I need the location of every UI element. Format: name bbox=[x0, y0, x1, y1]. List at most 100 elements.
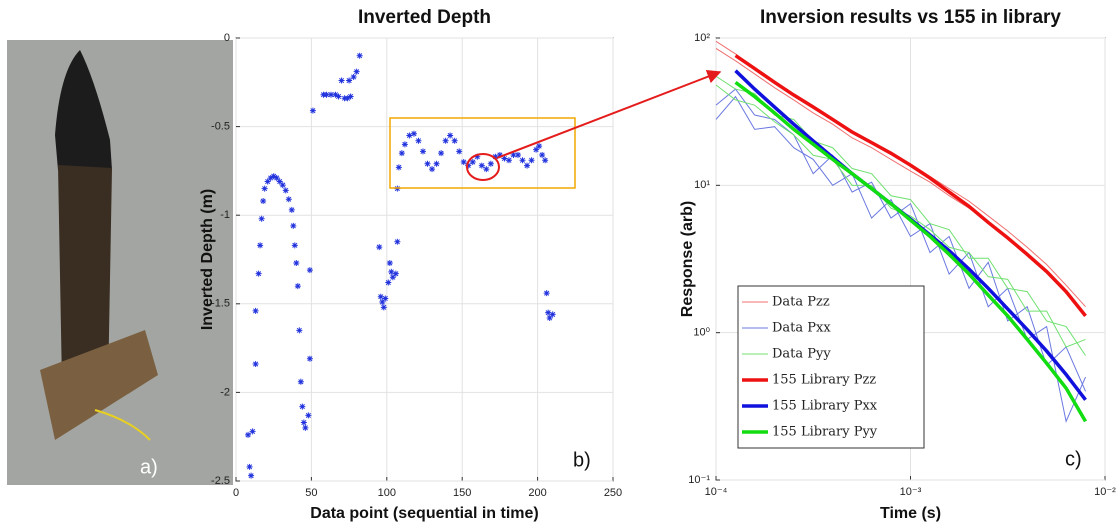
y-tick-label: 10¹ bbox=[694, 179, 710, 191]
point bbox=[293, 260, 300, 267]
point bbox=[474, 153, 481, 160]
point bbox=[386, 260, 393, 267]
point bbox=[429, 166, 436, 173]
x-axis-label: Data point (sequential in time) bbox=[310, 505, 538, 522]
point bbox=[415, 137, 422, 144]
series-line bbox=[715, 95, 1086, 424]
point bbox=[389, 274, 396, 281]
point bbox=[478, 162, 485, 169]
point bbox=[356, 52, 363, 59]
point bbox=[255, 270, 262, 277]
point bbox=[392, 270, 399, 277]
point bbox=[338, 77, 345, 84]
point bbox=[344, 95, 351, 102]
point bbox=[248, 472, 255, 479]
point bbox=[388, 268, 395, 275]
point bbox=[546, 314, 553, 321]
legend-label: 155 Library Pxx bbox=[772, 399, 878, 414]
point bbox=[297, 378, 304, 385]
point bbox=[543, 290, 550, 297]
point bbox=[245, 431, 252, 438]
point bbox=[419, 148, 426, 155]
point bbox=[290, 222, 297, 229]
point bbox=[282, 187, 289, 194]
point bbox=[306, 355, 313, 362]
y-tick-label: -1.5 bbox=[211, 298, 230, 310]
x-tick-label: 10⁻⁴ bbox=[705, 486, 728, 498]
point bbox=[442, 137, 449, 144]
point bbox=[249, 428, 256, 435]
y-tick-label: 10² bbox=[694, 32, 710, 44]
point bbox=[545, 309, 552, 316]
y-tick-label: -2 bbox=[220, 386, 230, 398]
point bbox=[398, 150, 405, 157]
legend-box bbox=[737, 285, 925, 449]
point bbox=[291, 242, 298, 249]
point bbox=[395, 164, 402, 171]
point bbox=[299, 403, 306, 410]
y-tick-label: -2.5 bbox=[211, 475, 230, 487]
point bbox=[380, 304, 387, 311]
x-tick-label: 250 bbox=[604, 487, 622, 499]
point bbox=[353, 68, 360, 75]
series-line bbox=[734, 80, 1088, 423]
chart-title: Inversion results vs 155 in library bbox=[760, 7, 1061, 28]
point bbox=[285, 196, 292, 203]
chart-title: Inverted Depth bbox=[358, 7, 491, 28]
point bbox=[305, 412, 312, 419]
point bbox=[335, 93, 342, 100]
point bbox=[270, 173, 277, 180]
x-axis-label: Time (s) bbox=[880, 505, 941, 522]
panel-label: c) bbox=[1065, 448, 1082, 470]
point bbox=[483, 166, 490, 173]
point bbox=[257, 242, 264, 249]
series-line bbox=[734, 54, 1087, 317]
point bbox=[465, 162, 472, 169]
point bbox=[492, 153, 499, 160]
point bbox=[309, 107, 316, 114]
point bbox=[376, 244, 383, 251]
point bbox=[456, 148, 463, 155]
arrow bbox=[496, 70, 722, 159]
point bbox=[328, 91, 335, 98]
x-tick-label: 150 bbox=[453, 487, 471, 499]
point bbox=[469, 159, 476, 166]
legend-label: 155 Library Pyy bbox=[772, 425, 878, 440]
point bbox=[533, 146, 540, 153]
point bbox=[377, 293, 384, 300]
point bbox=[382, 295, 389, 302]
highlight-ellipse bbox=[466, 153, 500, 181]
point bbox=[279, 182, 286, 189]
point bbox=[539, 151, 546, 158]
point bbox=[514, 151, 521, 158]
point bbox=[542, 157, 549, 164]
point bbox=[246, 463, 253, 470]
x-tick-label: 10⁻³ bbox=[900, 486, 922, 498]
x-tick-label: 0 bbox=[233, 487, 239, 499]
panel-label: a) bbox=[140, 456, 158, 478]
point bbox=[549, 311, 556, 318]
point bbox=[346, 77, 353, 84]
legend-label: Data Pzz bbox=[772, 295, 830, 310]
point bbox=[424, 160, 431, 167]
point bbox=[261, 185, 268, 192]
point bbox=[296, 327, 303, 334]
x-tick-label: 100 bbox=[378, 487, 396, 499]
point bbox=[460, 159, 467, 166]
point bbox=[350, 73, 357, 80]
point bbox=[302, 424, 309, 431]
point bbox=[300, 419, 307, 426]
point bbox=[288, 206, 295, 213]
legend-label: Data Pxx bbox=[772, 321, 831, 336]
point bbox=[252, 361, 259, 368]
highlight-box bbox=[389, 117, 576, 189]
point bbox=[252, 307, 259, 314]
point bbox=[505, 157, 512, 164]
point bbox=[267, 174, 274, 181]
point bbox=[501, 155, 508, 162]
y-tick-label: 10⁻¹ bbox=[688, 474, 710, 486]
point bbox=[510, 151, 517, 158]
y-tick-label: 10⁰ bbox=[693, 327, 710, 339]
point bbox=[496, 151, 503, 158]
